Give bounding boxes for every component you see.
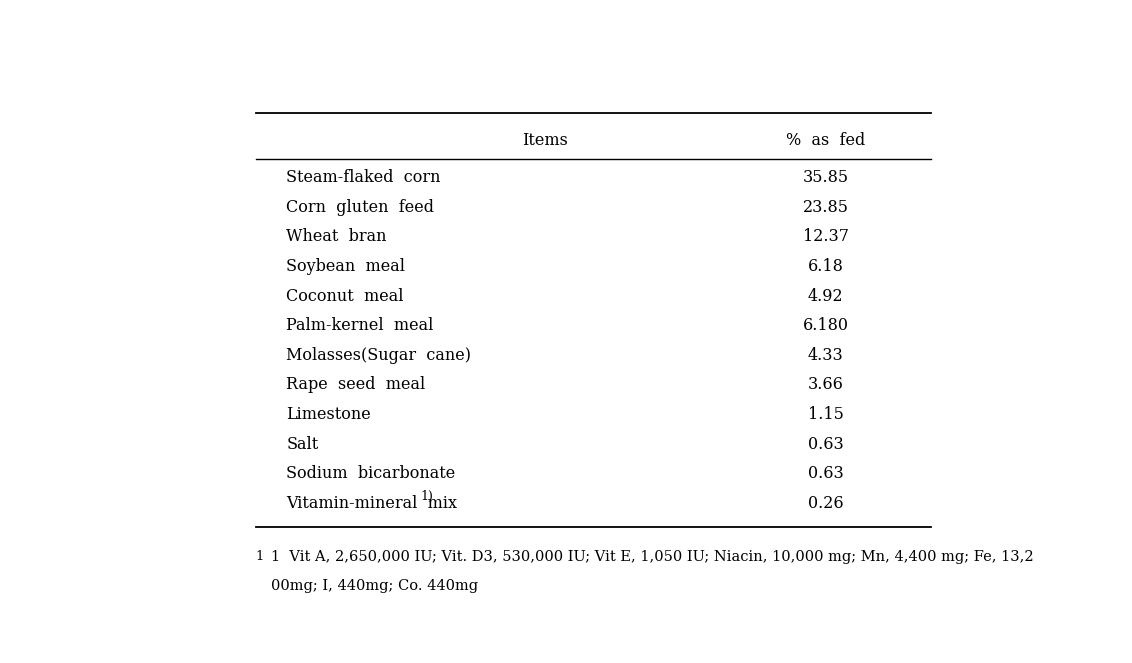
Text: 0.63: 0.63 [808, 436, 843, 453]
Text: 1.15: 1.15 [808, 406, 843, 423]
Text: 1  Vit A, 2,650,000 IU; Vit. D3, 530,000 IU; Vit E, 1,050 IU; Niacin, 10,000 mg;: 1 Vit A, 2,650,000 IU; Vit. D3, 530,000 … [272, 550, 1034, 564]
Text: 1): 1) [420, 490, 434, 503]
Text: Wheat  bran: Wheat bran [286, 228, 387, 245]
Text: 4.92: 4.92 [808, 288, 843, 304]
Text: Rape  seed  meal: Rape seed meal [286, 377, 426, 393]
Text: Salt: Salt [286, 436, 318, 453]
Text: Corn  gluten  feed: Corn gluten feed [286, 199, 435, 215]
Text: 6.180: 6.180 [803, 317, 849, 334]
Text: %  as  fed: % as fed [786, 133, 866, 149]
Text: 4.33: 4.33 [808, 347, 843, 364]
Text: 6.18: 6.18 [808, 258, 843, 275]
Text: 3.66: 3.66 [808, 377, 843, 393]
Text: 0.26: 0.26 [808, 495, 843, 512]
Text: Steam-flaked  corn: Steam-flaked corn [286, 169, 440, 186]
Text: Limestone: Limestone [286, 406, 371, 423]
Text: Items: Items [522, 133, 568, 149]
Text: 12.37: 12.37 [803, 228, 849, 245]
Text: Sodium  bicarbonate: Sodium bicarbonate [286, 465, 455, 482]
Text: 23.85: 23.85 [803, 199, 849, 215]
Text: 00mg; I, 440mg; Co. 440mg: 00mg; I, 440mg; Co. 440mg [272, 579, 479, 593]
Text: 1: 1 [256, 550, 264, 563]
Text: 0.63: 0.63 [808, 465, 843, 482]
Text: Vitamin-mineral  mix: Vitamin-mineral mix [286, 495, 457, 512]
Text: Molasses(Sugar  cane): Molasses(Sugar cane) [286, 347, 471, 364]
Text: Palm-kernel  meal: Palm-kernel meal [286, 317, 434, 334]
Text: 35.85: 35.85 [803, 169, 849, 186]
Text: Coconut  meal: Coconut meal [286, 288, 404, 304]
Text: Soybean  meal: Soybean meal [286, 258, 405, 275]
